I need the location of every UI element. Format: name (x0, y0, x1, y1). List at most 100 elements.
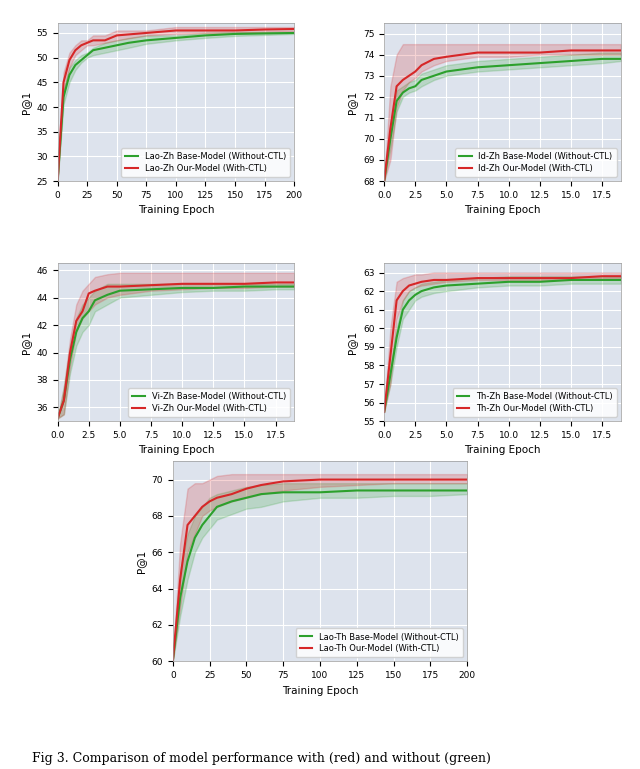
Id-Zh Our-Model (With-CTL) (405, 71, 413, 80)
Lao-Th Base-Model (Without-CTL) (228, 497, 236, 506)
Th-Zh Base-Model (Without-CTL) (393, 333, 401, 342)
Id-Zh Our-Model (With-CTL) (380, 176, 388, 185)
Th-Zh Base-Model (Without-CTL) (380, 408, 388, 417)
Vi-Zh Base-Model (Without-CTL) (104, 290, 111, 299)
Y-axis label: P@1: P@1 (21, 91, 31, 114)
Id-Zh Base-Model (Without-CTL) (617, 55, 625, 64)
Lao-Th Base-Model (Without-CTL) (243, 493, 250, 502)
Vi-Zh Our-Model (With-CTL) (60, 396, 68, 405)
Id-Zh Base-Model (Without-CTL) (567, 56, 575, 65)
Vi-Zh Base-Model (Without-CTL) (79, 314, 86, 323)
Vi-Zh Our-Model (With-CTL) (116, 282, 124, 291)
Vi-Zh Our-Model (With-CTL) (66, 348, 74, 357)
Legend: Vi-Zh Base-Model (Without-CTL), Vi-Zh Our-Model (With-CTL): Vi-Zh Base-Model (Without-CTL), Vi-Zh Ou… (129, 388, 290, 417)
Th-Zh Base-Model (Without-CTL) (387, 370, 394, 379)
Th-Zh Base-Model (Without-CTL) (443, 281, 451, 290)
Id-Zh Base-Model (Without-CTL) (380, 176, 388, 185)
Vi-Zh Our-Model (With-CTL) (179, 279, 186, 288)
Th-Zh Our-Model (With-CTL) (598, 271, 606, 281)
Id-Zh Base-Model (Without-CTL) (443, 67, 451, 76)
X-axis label: Training Epoch: Training Epoch (464, 205, 541, 215)
Th-Zh Our-Model (With-CTL) (505, 274, 513, 283)
Id-Zh Our-Model (With-CTL) (443, 52, 451, 62)
Th-Zh Base-Model (Without-CTL) (617, 275, 625, 285)
Id-Zh Base-Model (Without-CTL) (418, 75, 426, 85)
Lao-Zh Our-Model (With-CTL) (60, 78, 67, 87)
Id-Zh Our-Model (With-CTL) (474, 48, 481, 57)
Lao-Zh Our-Model (With-CTL) (54, 176, 61, 185)
Lao-Zh Our-Model (With-CTL) (72, 45, 79, 55)
Lao-Zh Base-Model (Without-CTL) (231, 29, 239, 38)
Vi-Zh Base-Model (Without-CTL) (291, 282, 298, 291)
Id-Zh Base-Model (Without-CTL) (505, 61, 513, 70)
Lao-Zh Base-Model (Without-CTL) (172, 33, 180, 42)
Lao-Zh Base-Model (Without-CTL) (89, 45, 97, 55)
Vi-Zh Our-Model (With-CTL) (272, 278, 280, 287)
Th-Zh Base-Model (Without-CTL) (399, 305, 406, 315)
Lao-Th Base-Model (Without-CTL) (191, 533, 198, 542)
Th-Zh Base-Model (Without-CTL) (474, 279, 481, 288)
Vi-Zh Our-Model (With-CTL) (91, 286, 99, 295)
Lao-Th Our-Model (With-CTL) (184, 521, 191, 530)
Id-Zh Our-Model (With-CTL) (598, 46, 606, 55)
Th-Zh Base-Model (Without-CTL) (567, 275, 575, 285)
Th-Zh Our-Model (With-CTL) (405, 281, 413, 290)
Lao-Zh Base-Model (Without-CTL) (83, 51, 91, 60)
Th-Zh Our-Model (With-CTL) (418, 277, 426, 286)
X-axis label: Training Epoch: Training Epoch (138, 205, 214, 215)
Lao-Th Base-Model (Without-CTL) (427, 486, 435, 495)
Vi-Zh Base-Model (Without-CTL) (85, 307, 93, 316)
Id-Zh Our-Model (With-CTL) (387, 124, 394, 133)
Lao-Th Base-Model (Without-CTL) (184, 557, 191, 566)
Th-Zh Base-Model (Without-CTL) (505, 277, 513, 286)
Legend: Id-Zh Base-Model (Without-CTL), Id-Zh Our-Model (With-CTL): Id-Zh Base-Model (Without-CTL), Id-Zh Ou… (455, 148, 616, 177)
X-axis label: Training Epoch: Training Epoch (282, 686, 358, 696)
Lao-Zh Our-Model (With-CTL) (231, 26, 239, 35)
Lao-Zh Base-Model (Without-CTL) (60, 92, 67, 102)
Lao-Th Our-Model (With-CTL) (279, 477, 287, 486)
Line: Id-Zh Our-Model (With-CTL): Id-Zh Our-Model (With-CTL) (384, 51, 621, 181)
Lao-Zh Base-Model (Without-CTL) (291, 28, 298, 38)
Y-axis label: P@1: P@1 (348, 91, 357, 114)
Lao-Zh Base-Model (Without-CTL) (72, 61, 79, 70)
Line: Vi-Zh Our-Model (With-CTL): Vi-Zh Our-Model (With-CTL) (58, 282, 294, 418)
Line: Th-Zh Base-Model (Without-CTL): Th-Zh Base-Model (Without-CTL) (384, 280, 621, 412)
Lao-Zh Our-Model (With-CTL) (101, 35, 109, 45)
Lao-Zh Our-Model (With-CTL) (261, 25, 269, 34)
Vi-Zh Base-Model (Without-CTL) (72, 328, 80, 337)
Id-Zh Base-Model (Without-CTL) (598, 55, 606, 64)
Lao-Th Base-Model (Without-CTL) (213, 502, 221, 511)
Th-Zh Base-Model (Without-CTL) (598, 275, 606, 285)
Id-Zh Base-Model (Without-CTL) (387, 135, 394, 144)
Vi-Zh Base-Model (Without-CTL) (54, 414, 61, 423)
Id-Zh Base-Model (Without-CTL) (430, 71, 438, 80)
Th-Zh Our-Model (With-CTL) (393, 296, 401, 305)
Id-Zh Our-Model (With-CTL) (393, 82, 401, 91)
Th-Zh Base-Model (Without-CTL) (536, 277, 544, 286)
Line: Th-Zh Our-Model (With-CTL): Th-Zh Our-Model (With-CTL) (384, 276, 621, 412)
Text: Fig 3. Comparison of model performance with (red) and without (green): Fig 3. Comparison of model performance w… (32, 752, 491, 765)
Line: Lao-Th Our-Model (With-CTL): Lao-Th Our-Model (With-CTL) (173, 480, 467, 661)
Vi-Zh Our-Model (With-CTL) (104, 282, 111, 291)
Id-Zh Our-Model (With-CTL) (412, 67, 419, 76)
Lao-Th Base-Model (Without-CTL) (390, 486, 397, 495)
Lao-Th Base-Model (Without-CTL) (353, 486, 361, 495)
Lao-Zh Our-Model (With-CTL) (143, 28, 150, 38)
Vi-Zh Our-Model (With-CTL) (291, 278, 298, 287)
Line: Id-Zh Base-Model (Without-CTL): Id-Zh Base-Model (Without-CTL) (384, 59, 621, 181)
Vi-Zh Base-Model (Without-CTL) (147, 285, 155, 294)
Lao-Th Base-Model (Without-CTL) (257, 490, 265, 499)
Lao-Zh Our-Model (With-CTL) (202, 26, 209, 35)
Lao-Zh Base-Model (Without-CTL) (261, 28, 269, 38)
Lao-Zh Our-Model (With-CTL) (83, 38, 91, 48)
Vi-Zh Base-Model (Without-CTL) (179, 283, 186, 292)
Th-Zh Our-Model (With-CTL) (430, 275, 438, 285)
Vi-Zh Base-Model (Without-CTL) (60, 396, 68, 405)
Vi-Zh Our-Model (With-CTL) (85, 289, 93, 298)
Th-Zh Our-Model (With-CTL) (567, 274, 575, 283)
Lao-Zh Our-Model (With-CTL) (113, 31, 120, 40)
Id-Zh Our-Model (With-CTL) (617, 46, 625, 55)
Lao-Zh Base-Model (Without-CTL) (54, 176, 61, 185)
Th-Zh Our-Model (With-CTL) (412, 279, 419, 288)
Vi-Zh Base-Model (Without-CTL) (116, 286, 124, 295)
